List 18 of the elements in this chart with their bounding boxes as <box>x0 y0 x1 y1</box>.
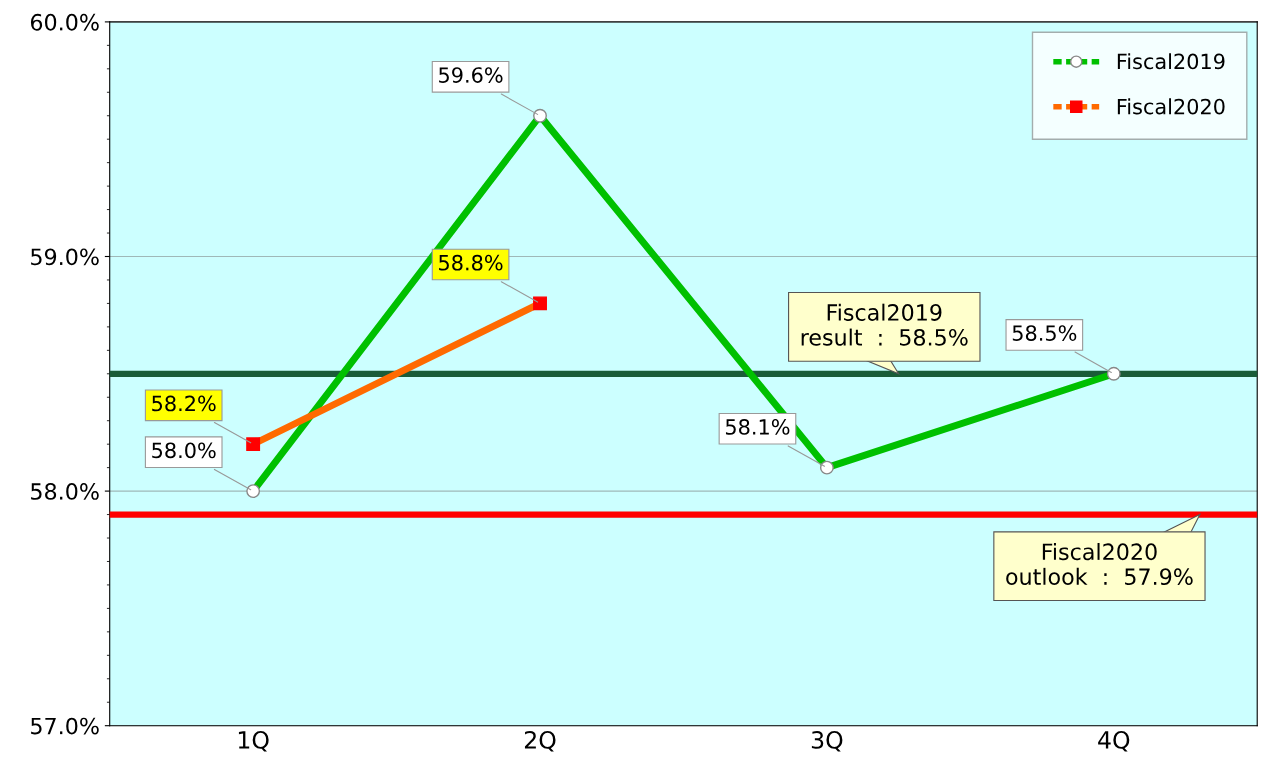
y-tick-label: 57.0% <box>31 717 99 735</box>
y-tick-label: 59.0% <box>31 248 99 266</box>
data-label: 58.2% <box>152 395 216 412</box>
data-label: 59.6% <box>439 67 503 83</box>
data-label: 58.1% <box>725 419 790 435</box>
data-label: 58.0% <box>152 442 216 459</box>
y-tick-label: 58.0% <box>31 483 99 500</box>
legend-label: Fiscal2019 <box>1117 53 1225 70</box>
y-tick-label: 60.0% <box>30 13 99 31</box>
x-tick-label: 4Q <box>1098 730 1130 752</box>
ref-line-label: Fiscal2019 result : 58.5% <box>801 303 968 346</box>
x-tick-label: 3Q <box>811 730 843 752</box>
data-label: 58.5% <box>1012 325 1077 341</box>
x-tick-label: 2Q <box>524 730 556 752</box>
data-label: 58.8% <box>439 254 503 271</box>
ref-line-label: Fiscal2020 outlook : 57.9% <box>1006 542 1193 586</box>
x-tick-label: 1Q <box>238 730 269 752</box>
legend-label: Fiscal2020 <box>1117 98 1225 115</box>
